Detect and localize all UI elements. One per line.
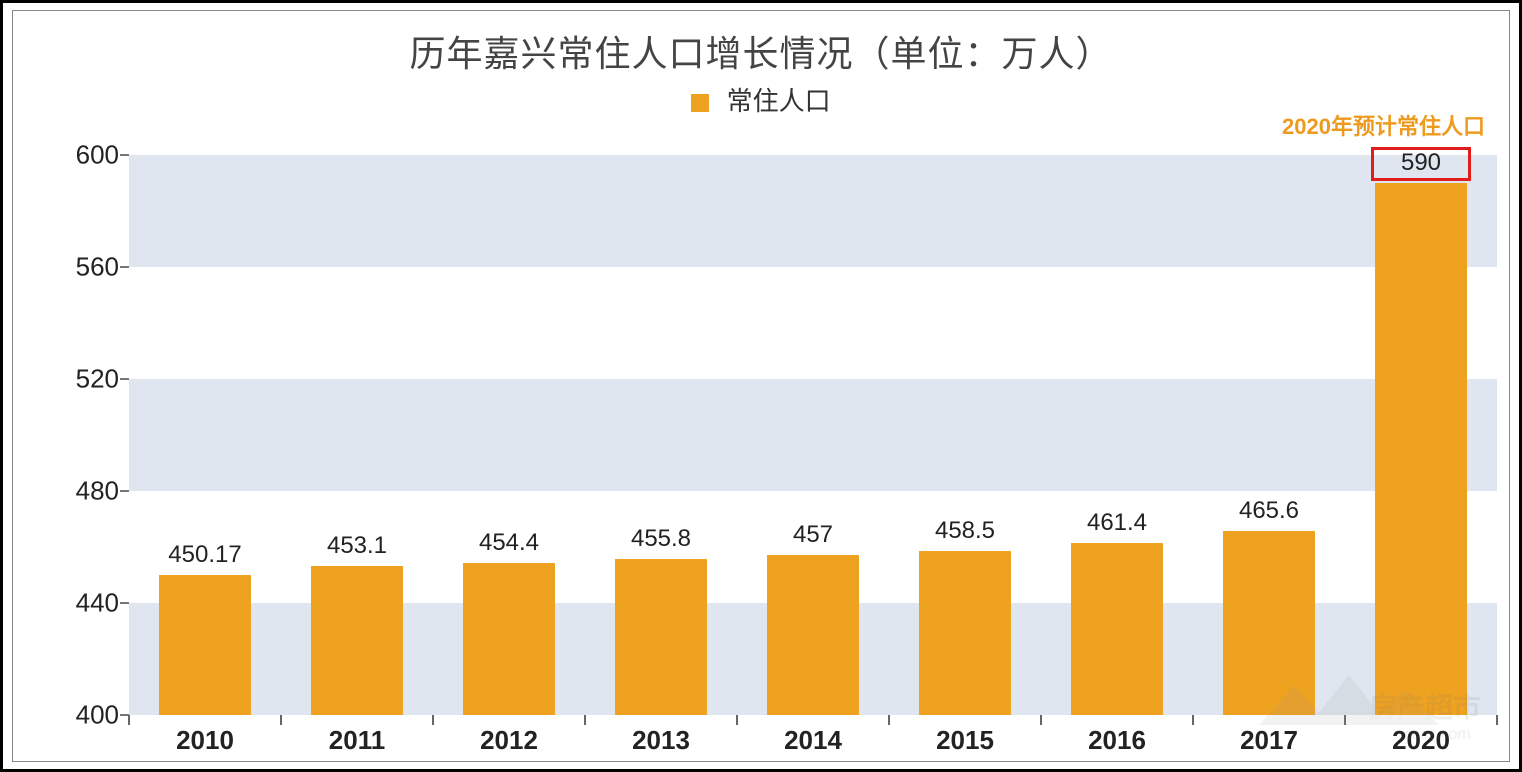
x-tick-mark xyxy=(1344,715,1346,725)
y-tick-mark xyxy=(120,154,129,156)
x-tick-mark xyxy=(128,715,130,725)
bar xyxy=(1375,183,1466,715)
bar xyxy=(311,566,402,715)
y-tick-mark xyxy=(120,490,129,492)
y-tick-label: 520 xyxy=(23,364,119,395)
x-tick-mark xyxy=(888,715,890,725)
legend-swatch-icon xyxy=(691,94,709,112)
chart-inner-panel: 历年嘉兴常住人口增长情况（单位：万人） 常住人口 2020年预计常住人口 400… xyxy=(12,10,1510,762)
x-tick-mark xyxy=(584,715,586,725)
chart-outer-frame: 历年嘉兴常住人口增长情况（单位：万人） 常住人口 2020年预计常住人口 400… xyxy=(0,0,1522,772)
chart-title: 历年嘉兴常住人口增长情况（单位：万人） xyxy=(13,25,1509,77)
bar xyxy=(767,555,858,715)
y-tick-mark xyxy=(120,378,129,380)
x-tick-mark xyxy=(432,715,434,725)
y-tick-label: 560 xyxy=(23,252,119,283)
bar xyxy=(615,559,706,715)
bar xyxy=(1223,531,1314,715)
bars-container: 450.17453.1454.4455.8457458.5461.4465.65… xyxy=(129,155,1497,715)
y-tick-label: 480 xyxy=(23,476,119,507)
x-tick-mark xyxy=(1192,715,1194,725)
x-tick-mark xyxy=(1496,715,1498,725)
bar xyxy=(463,563,554,715)
y-tick-label: 600 xyxy=(23,140,119,171)
bar xyxy=(159,575,250,715)
highlight-box xyxy=(1371,147,1470,181)
legend-label: 常住人口 xyxy=(727,86,831,116)
x-tick-label: 2020 xyxy=(1321,725,1521,756)
y-tick-label: 440 xyxy=(23,588,119,619)
y-tick-mark xyxy=(120,266,129,268)
bar-value-label: 465.6 xyxy=(1169,497,1369,525)
x-tick-mark xyxy=(280,715,282,725)
chart-annotation-2020: 2020年预计常住人口 xyxy=(1282,109,1485,141)
y-tick-mark xyxy=(120,602,129,604)
plot-area: 450.17453.1454.4455.8457458.5461.4465.65… xyxy=(129,155,1497,715)
bar xyxy=(919,551,1010,715)
bar xyxy=(1071,543,1162,715)
x-tick-mark xyxy=(736,715,738,725)
x-tick-mark xyxy=(1040,715,1042,725)
